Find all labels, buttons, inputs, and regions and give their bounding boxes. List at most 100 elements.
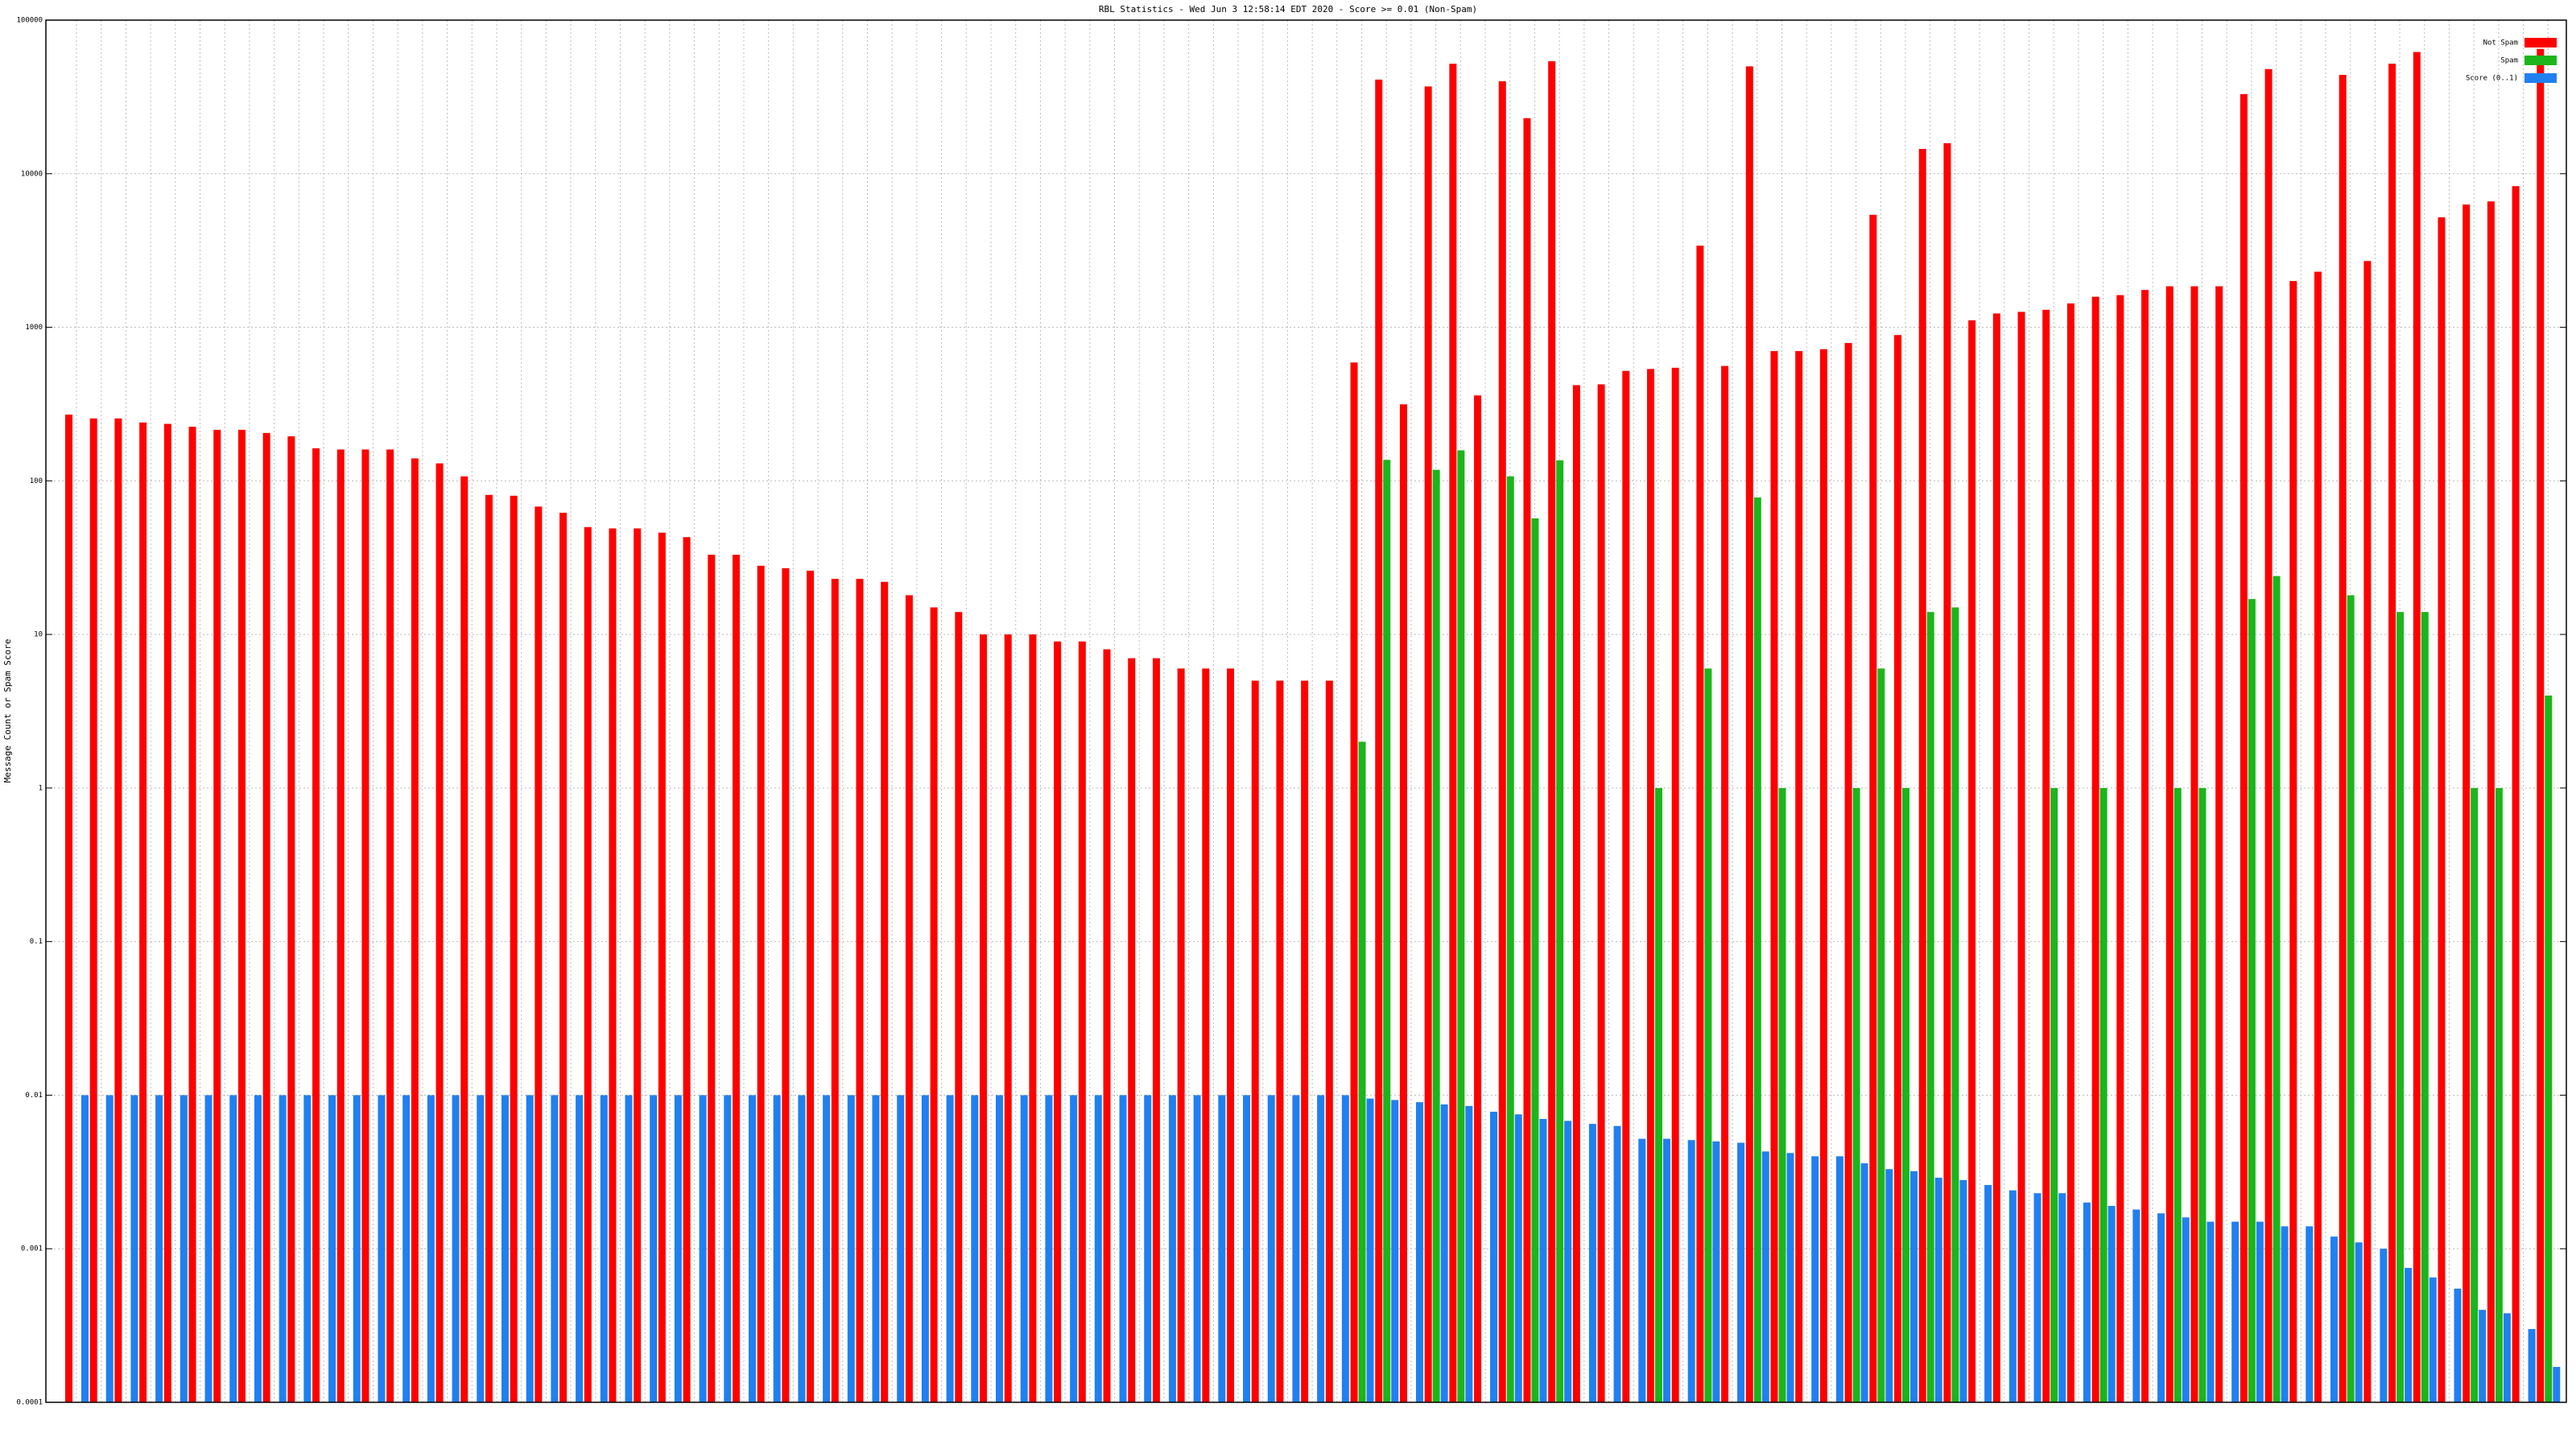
bar [807,570,815,1403]
bar [2099,787,2107,1402]
bar [1943,142,1951,1402]
bar [1193,1095,1201,1402]
bar [1597,384,1605,1402]
bar [2281,1226,2289,1402]
bar [1662,1138,1670,1402]
bar [1622,370,1630,1402]
bar [1449,64,1457,1402]
bar [81,1095,89,1402]
y-tick-label: 1000 [25,324,43,332]
plot-frame [45,19,2567,1403]
bar [1128,658,1136,1402]
bar [551,1095,559,1402]
bar [2207,1221,2215,1402]
bar [2083,1202,2091,1402]
bar [1152,658,1160,1402]
bar [2116,295,2124,1403]
bar [576,1095,584,1402]
bar [386,449,394,1402]
bar [188,427,196,1402]
bar [1054,641,1062,1402]
bar [1564,1121,1572,1402]
bar [930,607,938,1402]
bar [1523,118,1531,1402]
bar [2157,1213,2165,1402]
bar [114,418,122,1403]
bar [1844,343,1852,1402]
bar [312,448,320,1402]
bar [1383,460,1391,1403]
bar [2042,309,2050,1403]
bar [2471,787,2479,1402]
bar [485,494,493,1402]
bar [782,568,790,1403]
y-axis-label: Message Count or Spam Score [2,639,13,783]
bar [1020,1095,1028,1402]
bar [2339,75,2347,1402]
bar [1432,469,1440,1402]
bar [1638,1138,1646,1402]
y-tick-label: 100000 [16,17,43,25]
bar [1959,1179,1967,1402]
bar [2503,1313,2511,1402]
bar [1934,1178,1942,1402]
bar [2017,312,2025,1402]
bar [535,506,543,1403]
bar [213,429,221,1403]
bar [2355,1242,2363,1402]
bar [1588,1124,1596,1402]
bar [1070,1095,1078,1402]
bar [1366,1098,1374,1402]
bar [600,1095,608,1402]
bar [584,526,592,1402]
bar [229,1095,237,1402]
bar [2396,612,2405,1402]
bar [708,555,716,1402]
bar [2141,290,2149,1402]
bar [2388,64,2396,1402]
bar [2314,271,2322,1403]
bar [1687,1140,1695,1402]
bar [2264,68,2273,1402]
bar [1292,1095,1300,1402]
bar [2050,787,2058,1402]
bar [674,1095,682,1402]
y-tick-label: 100 [30,477,43,485]
bar [732,555,740,1402]
bar [139,422,147,1402]
bar [724,1095,732,1402]
bar [163,423,171,1403]
bar [1753,497,1761,1402]
bar [89,418,97,1403]
bar [1770,351,1778,1402]
bar [955,612,963,1402]
bar [2553,1367,2561,1402]
bar [946,1095,954,1402]
bar [2273,576,2281,1403]
bar [872,1095,880,1402]
bar [1992,313,2000,1402]
bar [510,495,518,1403]
y-tick-label: 0.01 [25,1092,43,1100]
y-tick-label: 0.1 [30,938,43,946]
bar [2479,1310,2487,1402]
bar [2429,1277,2437,1402]
bar [897,1095,905,1402]
bar [2462,204,2471,1403]
bar [980,634,988,1402]
bar [823,1095,831,1402]
bar [2008,1190,2017,1402]
bar [336,449,345,1402]
bar [1358,741,1366,1402]
bar [287,436,295,1402]
legend-swatch [2524,73,2557,83]
bar [798,1095,806,1402]
bar [650,1095,658,1402]
bar [460,476,469,1402]
bar [1399,404,1407,1403]
bar [1218,1095,1226,1402]
bar [831,579,839,1402]
legend-swatch [2524,56,2557,65]
bar [1251,680,1259,1402]
